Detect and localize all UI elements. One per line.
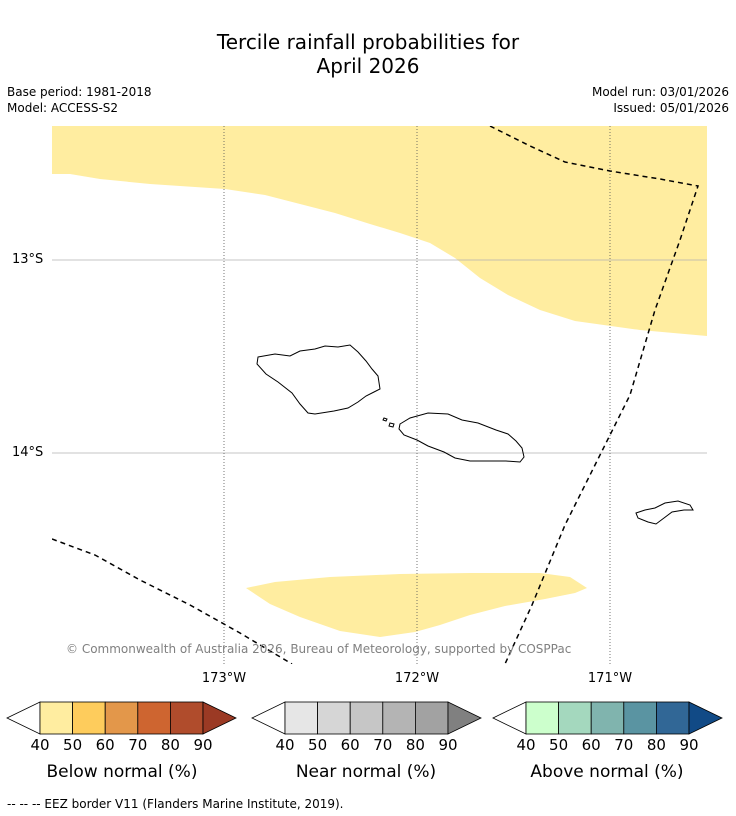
colorbar-below-normal (6, 701, 237, 735)
colorbar-tick-label: 40 (275, 736, 295, 754)
colorbar-tick-label: 90 (679, 736, 699, 754)
lat-label-13s: 13°S (12, 252, 44, 267)
eez-border-northeast (489, 126, 699, 664)
colorbar-tick-label: 40 (30, 736, 50, 754)
colorbar-segment (39, 701, 73, 735)
map-title: Tercile rainfall probabilities for April… (0, 30, 736, 78)
tutuila-island (635, 500, 694, 525)
colorbar-extend-low (492, 701, 527, 735)
colorbar-tick-label: 70 (128, 736, 148, 754)
meta-left: Base period: 1981-2018 Model: ACCESS-S2 (7, 84, 152, 116)
savaii-island (256, 344, 381, 415)
colorbar-tick-label: 60 (581, 736, 601, 754)
map-area (52, 126, 707, 664)
colorbar-tick-label: 60 (95, 736, 115, 754)
eez-legend-note: -- -- -- EEZ border V11 (Flanders Marine… (7, 797, 344, 811)
colorbar-segment (317, 701, 351, 735)
model-name: Model: ACCESS-S2 (7, 101, 119, 115)
colorbar-tick-label: 90 (193, 736, 213, 754)
colorbar-label-near: Near normal (%) (295, 762, 437, 782)
colorbar-tick-label: 80 (160, 736, 180, 754)
apolima-island (388, 422, 395, 428)
base-period: Base period: 1981-2018 (7, 85, 152, 99)
meta-right: Model run: 03/01/2026 Issued: 05/01/2026 (592, 84, 729, 116)
colorbar-segment (284, 701, 318, 735)
colorbar-tick-label: 90 (438, 736, 458, 754)
colorbar-tick-label: 80 (405, 736, 425, 754)
colorbar-label-above: Above normal (%) (530, 762, 684, 782)
title-line-2: April 2026 (316, 54, 420, 78)
colorbar-near-normal (251, 701, 482, 735)
colorbar-above-normal (492, 701, 723, 735)
eez-border-southwest (52, 538, 293, 664)
colorbar-segment (137, 701, 171, 735)
colorbar-tick-label: 50 (63, 736, 83, 754)
lon-label-171w: 171°W (587, 671, 633, 686)
colorbar-segment (104, 701, 139, 735)
colorbar-label-below: Below normal (%) (46, 762, 198, 782)
colorbar-tick-label: 50 (308, 736, 328, 754)
colorbar-tick-label: 70 (373, 736, 393, 754)
colorbar-segment (72, 701, 106, 735)
colorbar-segment (169, 701, 204, 735)
issued-date: Issued: 05/01/2026 (613, 101, 729, 115)
lon-label-173w: 173°W (201, 671, 247, 686)
colorbar-extend-high (688, 701, 723, 735)
colorbar-segment (655, 701, 690, 735)
colorbar-segment (414, 701, 449, 735)
colorbar-segment (623, 701, 657, 735)
colorbar-tick-label: 80 (646, 736, 666, 754)
upolu-island (398, 412, 525, 463)
colorbar-tick-label: 60 (340, 736, 360, 754)
lon-label-172w: 172°W (394, 671, 440, 686)
colorbar-extend-high (202, 701, 237, 735)
colorbar-segment (525, 701, 559, 735)
colorbar-segment (382, 701, 416, 735)
model-run: Model run: 03/01/2026 (591, 85, 729, 99)
below-normal-region-north (52, 126, 707, 336)
colorbar-extend-low (6, 701, 41, 735)
colorbar-extend-low (251, 701, 286, 735)
below-normal-region-south (246, 573, 587, 637)
colorbar-extend-high (447, 701, 482, 735)
colorbar-segment (558, 701, 592, 735)
colorbar-tick-label: 50 (549, 736, 569, 754)
colorbar-segment (349, 701, 384, 735)
colorbar-tick-label: 40 (516, 736, 536, 754)
copyright-notice: © Commonwealth of Australia 2026, Bureau… (66, 642, 572, 656)
lat-label-14s: 14°S (12, 445, 44, 460)
colorbar-segment (590, 701, 625, 735)
title-line-1: Tercile rainfall probabilities for (216, 30, 520, 54)
manono-island (382, 417, 388, 422)
colorbar-tick-label: 70 (614, 736, 634, 754)
